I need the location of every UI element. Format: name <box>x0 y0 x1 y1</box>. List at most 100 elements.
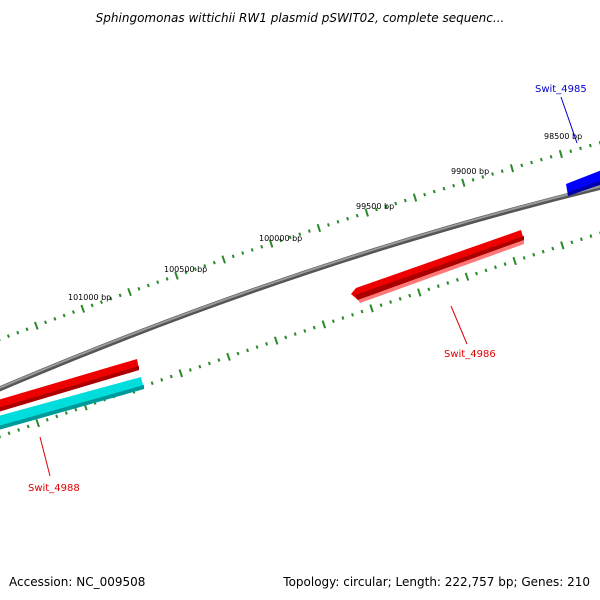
gene-swit-4986-label: Swit_4986 <box>444 349 496 360</box>
inner-tick <box>217 358 221 362</box>
inner-tick <box>178 369 184 378</box>
inner-tick <box>446 281 450 285</box>
inner-tick <box>341 316 345 320</box>
gene-swit-4985[interactable] <box>566 170 600 196</box>
tick-label-99000: 99000 bp <box>451 167 489 176</box>
inner-tick <box>503 262 507 267</box>
inner-tick <box>226 352 231 361</box>
inner-tick <box>464 272 470 281</box>
outer-tick <box>579 146 582 151</box>
inner-tick-ring <box>0 231 600 439</box>
outer-tick <box>33 321 39 330</box>
inner-tick <box>560 241 565 250</box>
outer-tick <box>327 223 330 227</box>
inner-tick <box>436 284 440 289</box>
inner-tick <box>589 234 593 239</box>
inner-tick <box>398 296 402 301</box>
inner-tick <box>351 312 354 317</box>
map-title: Sphingomonas wittichii RW1 plasmid pSWIT… <box>96 11 505 25</box>
gene-swit-4985-label: Swit_4985 <box>535 84 587 95</box>
outer-tick <box>165 277 169 281</box>
outer-tick <box>336 219 340 224</box>
inner-tick <box>26 424 30 429</box>
outer-tick <box>184 270 188 275</box>
inner-tick <box>246 348 250 353</box>
outer-tick <box>298 232 302 237</box>
gene-swit-4986[interactable] <box>351 230 524 303</box>
outer-tick <box>509 164 515 173</box>
outer-tick <box>80 304 86 313</box>
summary-text: Topology: circular; Length: 222,757 bp; … <box>282 575 590 589</box>
outer-tick <box>250 248 254 252</box>
inner-tick <box>579 237 583 242</box>
gene-swit-4988[interactable] <box>0 359 139 412</box>
outer-tick <box>16 330 20 335</box>
outer-tick <box>307 229 311 233</box>
gene-swit-4988-leader <box>39 436 51 477</box>
outer-tick <box>231 254 235 259</box>
outer-tick <box>137 286 141 291</box>
inner-tick <box>389 300 393 304</box>
outer-tick <box>549 155 553 159</box>
outer-tick <box>520 163 524 168</box>
outer-tick <box>109 296 113 301</box>
outer-tick <box>481 175 485 179</box>
outer-tick <box>174 271 179 280</box>
outer-tick <box>403 198 407 203</box>
inner-tick <box>64 411 68 415</box>
inner-tick <box>522 256 526 260</box>
outer-tick <box>569 149 573 153</box>
outer-tick <box>394 201 398 206</box>
gene-swit-4986-leader <box>450 305 468 345</box>
outer-tick <box>146 283 150 288</box>
tick-label-101000: 101000 bp <box>68 293 111 302</box>
outer-tick <box>539 157 543 162</box>
outer-tick <box>432 189 436 194</box>
outer-tick <box>241 251 245 255</box>
outer-tick <box>500 169 504 173</box>
inner-tick <box>541 249 545 254</box>
outer-tick <box>279 238 283 243</box>
inner-tick <box>417 288 422 297</box>
outer-tick <box>212 260 216 265</box>
backbone <box>0 184 600 392</box>
inner-tick <box>551 246 555 251</box>
inner-tick <box>408 293 412 298</box>
inner-tick <box>369 304 374 313</box>
outer-tick <box>442 186 446 191</box>
outer-tick <box>268 239 274 248</box>
tick-label-99500: 99500 bp <box>356 202 394 211</box>
inner-tick <box>484 268 488 273</box>
inner-tick <box>512 256 517 266</box>
outer-tick <box>221 255 226 264</box>
inner-tick <box>7 431 11 436</box>
inner-tick <box>570 240 574 245</box>
gene-swit-4985-leader <box>560 96 578 144</box>
inner-tick <box>360 309 364 314</box>
accession-text: Accession: NC_009508 <box>9 575 145 589</box>
cyan-feature[interactable] <box>0 377 144 430</box>
inner-tick <box>169 374 173 379</box>
outer-tick <box>461 178 466 187</box>
inner-tick <box>303 329 307 333</box>
outer-tick <box>25 327 29 332</box>
inner-tick <box>160 377 164 382</box>
outer-tick <box>364 208 369 217</box>
inner-tick <box>312 325 316 330</box>
outer-tick-ring <box>0 141 600 341</box>
inner-tick <box>150 381 154 386</box>
outer-tick <box>374 207 378 212</box>
inner-tick <box>74 407 78 412</box>
outer-tick <box>6 334 10 338</box>
inner-tick <box>17 428 21 432</box>
outer-tick <box>53 317 57 321</box>
outer-tick <box>384 204 388 209</box>
outer-tick <box>90 303 94 308</box>
inner-tick <box>284 335 288 340</box>
outer-tick <box>355 213 359 218</box>
inner-tick <box>379 303 383 308</box>
gene-swit-4988-label: Swit_4988 <box>28 483 80 494</box>
outer-tick <box>316 223 322 233</box>
inner-tick <box>35 419 40 428</box>
inner-tick <box>427 287 431 292</box>
